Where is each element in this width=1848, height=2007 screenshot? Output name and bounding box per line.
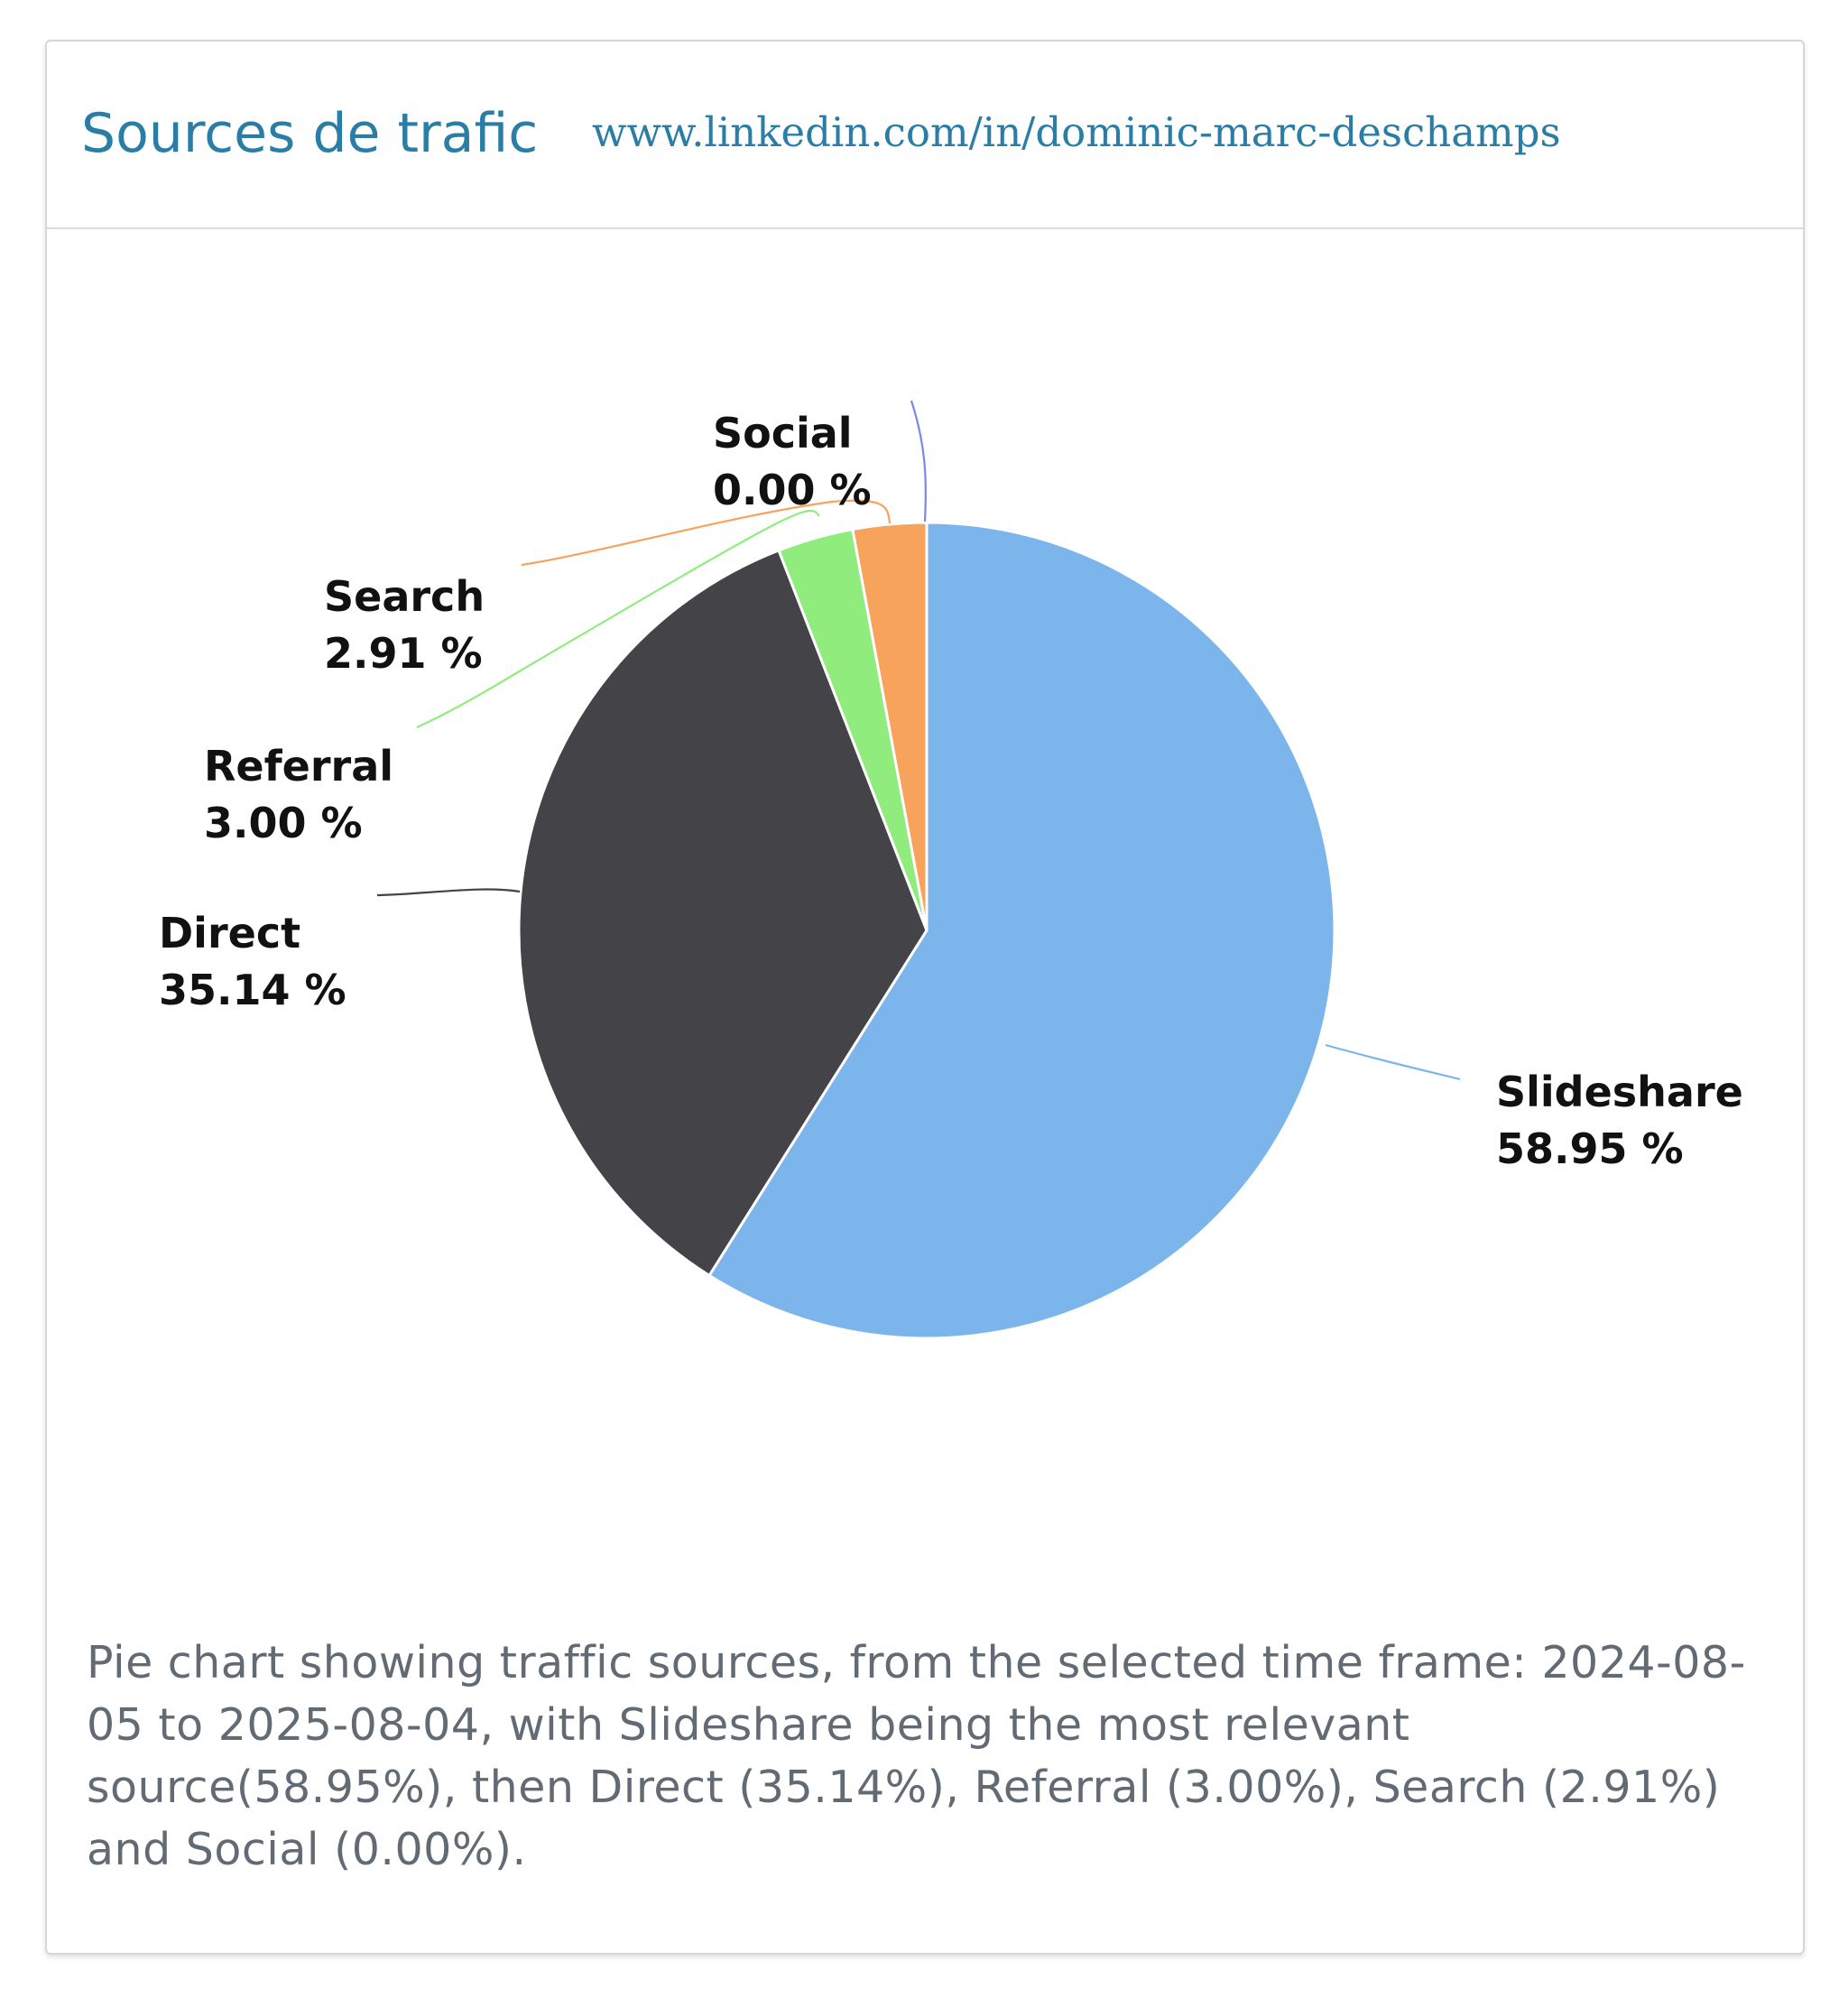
card-title: Sources de trafic: [81, 102, 539, 165]
connector-social: [910, 400, 927, 523]
profile-url: www.linkedin.com/in/dominic-marc-descham…: [592, 108, 1561, 156]
connector-direct: [376, 888, 521, 897]
pie-chart: Slideshare 58.95 % Direct 35.14 % Referral 3.…: [159, 400, 1743, 1340]
traffic-sources-card: Sources de trafic www.linkedin.com/in/do…: [45, 40, 1805, 1955]
label-connectors: [376, 400, 1461, 1081]
connector-search: [521, 499, 892, 567]
data-label-direct: Direct 35.14 %: [159, 909, 346, 1014]
data-label-social-value: 0.00 %: [713, 466, 872, 514]
pie-slice-direct[interactable]: [517, 549, 929, 1277]
data-label-referral: Referral 3.00 %: [204, 742, 393, 847]
data-label-slideshare-value: 58.95 %: [1496, 1124, 1684, 1173]
connector-referral: [416, 509, 820, 729]
data-label-slideshare: Slideshare 58.95 %: [1496, 1068, 1743, 1173]
pie-slice-slideshare[interactable]: [707, 521, 1336, 1340]
card-header: Sources de trafic www.linkedin.com/in/do…: [47, 42, 1803, 229]
data-label-social: Social 0.00 %: [713, 409, 872, 514]
data-label-direct-name: Direct: [159, 909, 300, 957]
pie-slices: [517, 521, 1336, 1340]
data-label-slideshare-name: Slideshare: [1496, 1068, 1743, 1116]
data-label-direct-value: 35.14 %: [159, 966, 346, 1014]
data-label-search-name: Search: [324, 572, 485, 621]
slice-labels: Slideshare 58.95 % Direct 35.14 % Referral 3.…: [159, 409, 1743, 1173]
data-label-social-name: Social: [713, 409, 853, 458]
data-label-referral-name: Referral: [204, 742, 393, 791]
connector-slideshare: [1325, 1043, 1461, 1081]
chart-caption: Pie chart showing traffic sources, from …: [87, 1637, 1746, 1875]
data-label-search-value: 2.91 %: [324, 629, 483, 678]
data-label-referral-value: 3.00 %: [204, 799, 363, 847]
data-label-search: Search 2.91 %: [324, 572, 485, 678]
pie-slice-search[interactable]: [851, 521, 929, 932]
